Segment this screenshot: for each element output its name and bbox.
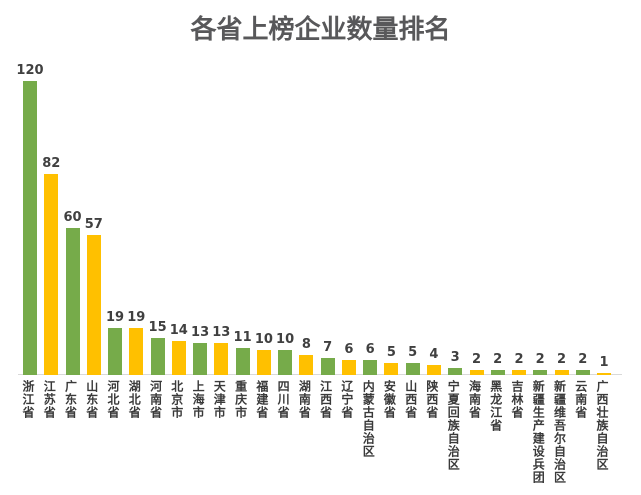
bar-value-label: 1 bbox=[599, 355, 609, 370]
x-axis-label: 福建省 bbox=[254, 380, 269, 419]
x-axis-label: 辽宁省 bbox=[339, 380, 354, 419]
bar-value-label: 6 bbox=[344, 342, 354, 357]
bar-value-label: 2 bbox=[535, 352, 545, 367]
x-axis-label: 陕西省 bbox=[424, 380, 439, 419]
x-axis-label: 吉林省 bbox=[510, 380, 524, 419]
x-axis-label: 云南省 bbox=[573, 380, 588, 419]
bar-value-label: 10 bbox=[276, 332, 295, 347]
bar bbox=[44, 174, 59, 375]
bar-value-label: 2 bbox=[556, 352, 567, 367]
bar bbox=[23, 81, 37, 375]
bar-value-label: 5 bbox=[386, 345, 396, 360]
bar-value-label: 8 bbox=[301, 337, 311, 352]
x-axis-label: 海南省 bbox=[467, 380, 482, 419]
bar bbox=[575, 370, 590, 375]
x-axis-label: 湖北省 bbox=[127, 380, 142, 419]
x-axis-label: 湖南省 bbox=[297, 380, 312, 419]
x-axis-label: 广东省 bbox=[63, 380, 78, 419]
bar bbox=[426, 365, 441, 375]
bar-value-label: 82 bbox=[42, 156, 61, 171]
bar bbox=[405, 363, 420, 375]
bar-value-label: 120 bbox=[16, 63, 44, 78]
bar-value-label: 11 bbox=[233, 330, 252, 345]
bar-value-label: 3 bbox=[450, 350, 460, 365]
bar-value-label: 57 bbox=[84, 217, 103, 232]
bar-value-label: 10 bbox=[254, 332, 273, 347]
bar bbox=[150, 338, 165, 375]
bar bbox=[235, 348, 250, 375]
bar bbox=[448, 368, 463, 375]
bar bbox=[554, 370, 569, 375]
bar-value-label: 2 bbox=[471, 352, 482, 367]
x-axis-label: 上海市 bbox=[191, 380, 206, 419]
bar-value-label: 13 bbox=[212, 325, 231, 340]
bar bbox=[171, 341, 186, 375]
bar-value-label: 2 bbox=[578, 352, 588, 367]
chart-title: 各省上榜企业数量排名 bbox=[190, 15, 451, 45]
bar-value-label: 60 bbox=[63, 210, 82, 225]
bar bbox=[597, 373, 611, 375]
bar-value-label: 4 bbox=[429, 347, 439, 362]
bar bbox=[108, 328, 122, 375]
x-axis-label: 四川省 bbox=[276, 380, 291, 419]
x-axis-label: 天津市 bbox=[212, 380, 227, 419]
bar-value-label: 14 bbox=[169, 323, 188, 338]
bar bbox=[533, 370, 548, 375]
bar bbox=[363, 360, 378, 375]
x-axis-label: 内蒙古自治区 bbox=[361, 380, 376, 458]
x-axis-label: 新疆维吾尔自治区 bbox=[552, 380, 567, 484]
bar bbox=[193, 343, 208, 375]
bar-value-label: 13 bbox=[191, 325, 210, 340]
bar-value-label: 2 bbox=[493, 352, 503, 367]
x-axis-line bbox=[18, 374, 622, 375]
bar-value-label: 19 bbox=[105, 310, 125, 325]
x-axis-label: 北京市 bbox=[169, 380, 184, 419]
bar bbox=[256, 350, 271, 375]
x-axis-label: 重庆市 bbox=[233, 380, 248, 419]
x-axis-label: 宁夏回族自治区 bbox=[446, 380, 461, 471]
x-axis-label: 广西壮族自治区 bbox=[595, 380, 609, 471]
x-axis-label: 浙江省 bbox=[21, 380, 35, 419]
bar bbox=[214, 343, 229, 375]
bar bbox=[278, 350, 293, 375]
bar bbox=[490, 370, 505, 375]
bar bbox=[129, 328, 144, 375]
bar bbox=[512, 370, 526, 375]
x-axis-label: 新疆生产建设兵团 bbox=[531, 380, 546, 484]
bar bbox=[384, 363, 399, 375]
bar-value-label: 2 bbox=[514, 352, 524, 367]
bar-value-label: 5 bbox=[408, 345, 418, 360]
x-axis-label: 江苏省 bbox=[42, 380, 57, 419]
bar bbox=[65, 228, 80, 375]
x-axis-label: 黑龙江省 bbox=[488, 380, 503, 432]
x-axis-label: 山西省 bbox=[403, 380, 418, 419]
bar bbox=[469, 370, 484, 375]
bar-value-label: 15 bbox=[148, 320, 167, 335]
bar-value-label: 6 bbox=[365, 342, 375, 357]
x-axis-label: 安徽省 bbox=[382, 380, 397, 419]
bar-value-label: 7 bbox=[323, 340, 333, 355]
bar bbox=[86, 235, 101, 375]
x-axis-label: 山东省 bbox=[84, 380, 99, 419]
x-axis-label: 河北省 bbox=[106, 380, 120, 419]
x-axis-label: 江西省 bbox=[318, 380, 333, 419]
bar-value-label: 19 bbox=[127, 310, 146, 325]
bar bbox=[320, 358, 335, 375]
bar bbox=[341, 360, 356, 375]
bar bbox=[299, 355, 314, 375]
x-axis-label: 河南省 bbox=[148, 380, 163, 419]
